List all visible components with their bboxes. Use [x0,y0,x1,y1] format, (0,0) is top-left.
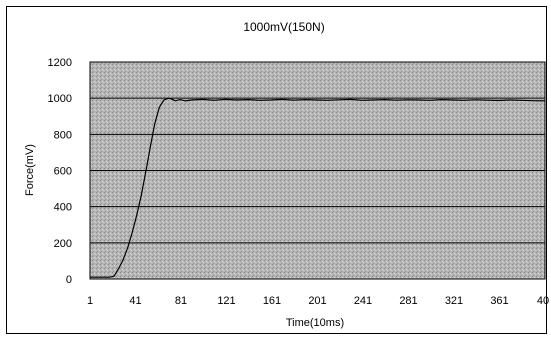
y-tick-label: 600 [54,166,72,178]
x-tick-label: 121 [217,295,235,307]
y-tick-label: 1000 [48,93,72,105]
x-tick-label: 201 [308,295,326,307]
y-tick-label: 1200 [48,57,72,69]
y-axis-label: Force(mV) [24,144,36,196]
gridlines [90,61,545,280]
force-series-line [90,97,546,278]
x-tick-label: 321 [445,295,463,307]
x-tick-label: 281 [399,295,417,307]
x-tick-label: 361 [490,295,508,307]
x-axis-label: Time(10ms) [286,317,344,329]
y-tick-label: 400 [54,202,72,214]
y-tick-label: 200 [54,238,72,250]
y-tick-label: 800 [54,129,72,141]
x-tick-label: 41 [129,295,141,307]
x-tick-label: 161 [263,295,281,307]
x-tick-label: 40 [537,295,549,307]
y-axis-ticks: 0 200 400 600 800 1000 1200 [48,57,72,286]
x-axis-ticks: 1 41 81 121 161 201 241 281 321 361 40 [87,295,549,307]
y-tick-label: 0 [66,274,72,286]
chart-title: 1000mV(150N) [243,20,324,34]
x-tick-label: 81 [175,295,187,307]
x-tick-label: 1 [87,295,93,307]
x-tick-label: 241 [354,295,372,307]
